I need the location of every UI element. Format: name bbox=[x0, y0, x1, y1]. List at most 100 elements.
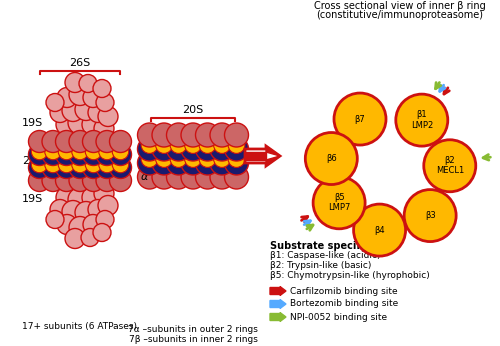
Circle shape bbox=[138, 137, 162, 161]
Text: α: α bbox=[140, 130, 148, 140]
Circle shape bbox=[94, 118, 114, 138]
Circle shape bbox=[334, 93, 386, 145]
Circle shape bbox=[199, 137, 216, 153]
Circle shape bbox=[72, 156, 88, 173]
Circle shape bbox=[152, 123, 176, 147]
Circle shape bbox=[170, 151, 187, 167]
Circle shape bbox=[224, 165, 248, 189]
Circle shape bbox=[31, 143, 48, 160]
Text: β7: β7 bbox=[354, 115, 366, 124]
Text: β1
LMP2: β1 LMP2 bbox=[410, 110, 433, 130]
Circle shape bbox=[85, 156, 102, 173]
Circle shape bbox=[72, 143, 88, 160]
Circle shape bbox=[110, 156, 132, 179]
Circle shape bbox=[31, 156, 48, 173]
Circle shape bbox=[98, 195, 118, 216]
Text: 19S: 19S bbox=[22, 193, 44, 203]
Circle shape bbox=[82, 130, 104, 153]
Circle shape bbox=[99, 156, 115, 173]
Circle shape bbox=[181, 165, 205, 189]
Circle shape bbox=[196, 151, 220, 175]
Text: β3: β3 bbox=[425, 211, 436, 220]
Circle shape bbox=[28, 144, 50, 165]
Circle shape bbox=[210, 165, 234, 189]
Circle shape bbox=[82, 113, 104, 136]
Text: 7β –subunits in inner 2 rings: 7β –subunits in inner 2 rings bbox=[128, 335, 258, 344]
Polygon shape bbox=[266, 146, 280, 156]
Circle shape bbox=[42, 156, 64, 179]
Circle shape bbox=[196, 165, 220, 189]
Circle shape bbox=[138, 165, 162, 189]
Circle shape bbox=[110, 144, 132, 165]
Circle shape bbox=[56, 156, 78, 179]
Circle shape bbox=[81, 228, 99, 246]
Polygon shape bbox=[266, 156, 280, 166]
Circle shape bbox=[68, 110, 92, 135]
Circle shape bbox=[96, 144, 118, 165]
Circle shape bbox=[46, 93, 64, 111]
FancyArrow shape bbox=[270, 312, 286, 321]
Circle shape bbox=[57, 88, 77, 108]
Text: (constitutive/immunoproteasome): (constitutive/immunoproteasome) bbox=[316, 10, 484, 20]
Circle shape bbox=[199, 151, 216, 167]
Circle shape bbox=[69, 170, 91, 191]
Text: β4: β4 bbox=[374, 226, 385, 235]
Circle shape bbox=[196, 137, 220, 161]
Circle shape bbox=[181, 137, 205, 161]
Text: 7α –subunits in outer 2 rings: 7α –subunits in outer 2 rings bbox=[128, 325, 258, 334]
Circle shape bbox=[141, 137, 158, 153]
Circle shape bbox=[166, 165, 190, 189]
Text: β: β bbox=[141, 144, 148, 154]
Circle shape bbox=[65, 228, 85, 248]
Text: 17+ subunits (6 ATPases): 17+ subunits (6 ATPases) bbox=[22, 322, 138, 331]
Circle shape bbox=[94, 183, 114, 203]
Circle shape bbox=[112, 143, 129, 160]
Circle shape bbox=[184, 137, 202, 153]
Text: NPI-0052 binding site: NPI-0052 binding site bbox=[290, 312, 387, 321]
Circle shape bbox=[112, 156, 129, 173]
Circle shape bbox=[88, 200, 108, 219]
Circle shape bbox=[82, 170, 104, 191]
FancyArrow shape bbox=[270, 300, 286, 309]
Circle shape bbox=[82, 144, 104, 165]
Circle shape bbox=[62, 100, 84, 121]
Text: β1: Caspase-like (acidic): β1: Caspase-like (acidic) bbox=[270, 251, 380, 260]
Circle shape bbox=[69, 130, 91, 153]
Circle shape bbox=[65, 73, 85, 92]
Circle shape bbox=[69, 83, 91, 106]
Text: Carfilzomib binding site: Carfilzomib binding site bbox=[290, 286, 398, 295]
Circle shape bbox=[224, 123, 248, 147]
Circle shape bbox=[45, 156, 61, 173]
Circle shape bbox=[156, 151, 172, 167]
Circle shape bbox=[166, 137, 190, 161]
Circle shape bbox=[214, 151, 230, 167]
Circle shape bbox=[214, 137, 230, 153]
Circle shape bbox=[141, 151, 158, 167]
Circle shape bbox=[210, 123, 234, 147]
Circle shape bbox=[75, 201, 97, 224]
Circle shape bbox=[42, 170, 64, 191]
Text: 20S: 20S bbox=[22, 156, 44, 166]
Text: 26S: 26S bbox=[70, 57, 90, 67]
Text: α: α bbox=[140, 172, 148, 182]
Circle shape bbox=[45, 143, 61, 160]
FancyArrow shape bbox=[270, 286, 286, 295]
Text: β5: Chymotrypsin-like (hyrophobic): β5: Chymotrypsin-like (hyrophobic) bbox=[270, 271, 430, 280]
Text: β6: β6 bbox=[326, 154, 336, 163]
Circle shape bbox=[56, 170, 78, 191]
Circle shape bbox=[75, 99, 97, 120]
Circle shape bbox=[28, 170, 50, 191]
Circle shape bbox=[82, 186, 104, 209]
Text: β5
LMP7: β5 LMP7 bbox=[328, 193, 350, 212]
Circle shape bbox=[138, 123, 162, 147]
Circle shape bbox=[152, 151, 176, 175]
Circle shape bbox=[93, 80, 111, 98]
Circle shape bbox=[424, 140, 476, 192]
Circle shape bbox=[228, 151, 245, 167]
Circle shape bbox=[99, 143, 115, 160]
Circle shape bbox=[68, 188, 92, 211]
Text: 20S: 20S bbox=[182, 105, 204, 115]
Circle shape bbox=[224, 137, 248, 161]
FancyArrow shape bbox=[245, 146, 280, 166]
Circle shape bbox=[58, 143, 75, 160]
